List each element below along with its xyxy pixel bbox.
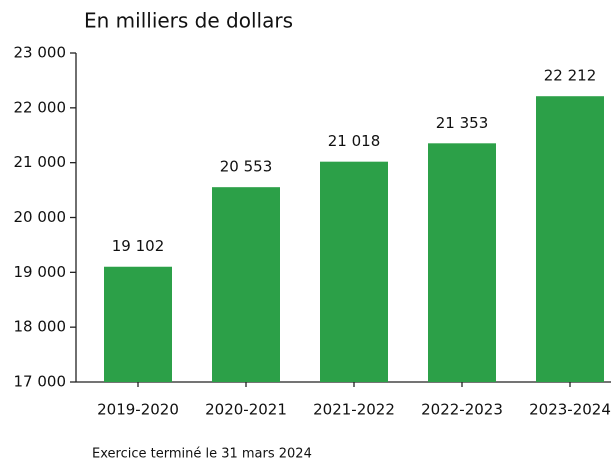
chart-subtitle: En milliers de dollars xyxy=(84,9,293,33)
bar xyxy=(212,187,280,382)
bar xyxy=(428,143,496,382)
y-tick-label: 20 000 xyxy=(14,208,67,226)
bar xyxy=(104,266,172,382)
y-tick-label: 21 000 xyxy=(14,153,67,171)
y-tick-label: 22 000 xyxy=(14,98,67,116)
y-tick-label: 17 000 xyxy=(14,373,67,391)
y-tick-label: 19 000 xyxy=(14,263,67,281)
x-tick-label: 2022-2023 xyxy=(421,401,503,419)
value-label: 19 102 xyxy=(112,237,165,255)
x-tick-label: 2023-2024 xyxy=(529,401,611,419)
y-tick-label: 23 000 xyxy=(14,44,67,62)
y-tick-label: 18 000 xyxy=(14,318,67,336)
bar xyxy=(536,96,604,382)
value-label: 21 353 xyxy=(436,114,489,132)
chart-note: Exercice terminé le 31 mars 2024 xyxy=(92,447,312,461)
x-tick-label: 2020-2021 xyxy=(205,401,287,419)
value-label: 20 553 xyxy=(220,158,273,176)
value-label: 22 212 xyxy=(544,67,597,85)
value-label: 21 018 xyxy=(328,132,381,150)
x-tick-label: 2019-2020 xyxy=(97,401,179,419)
bar xyxy=(320,161,388,382)
x-tick-label: 2021-2022 xyxy=(313,401,395,419)
